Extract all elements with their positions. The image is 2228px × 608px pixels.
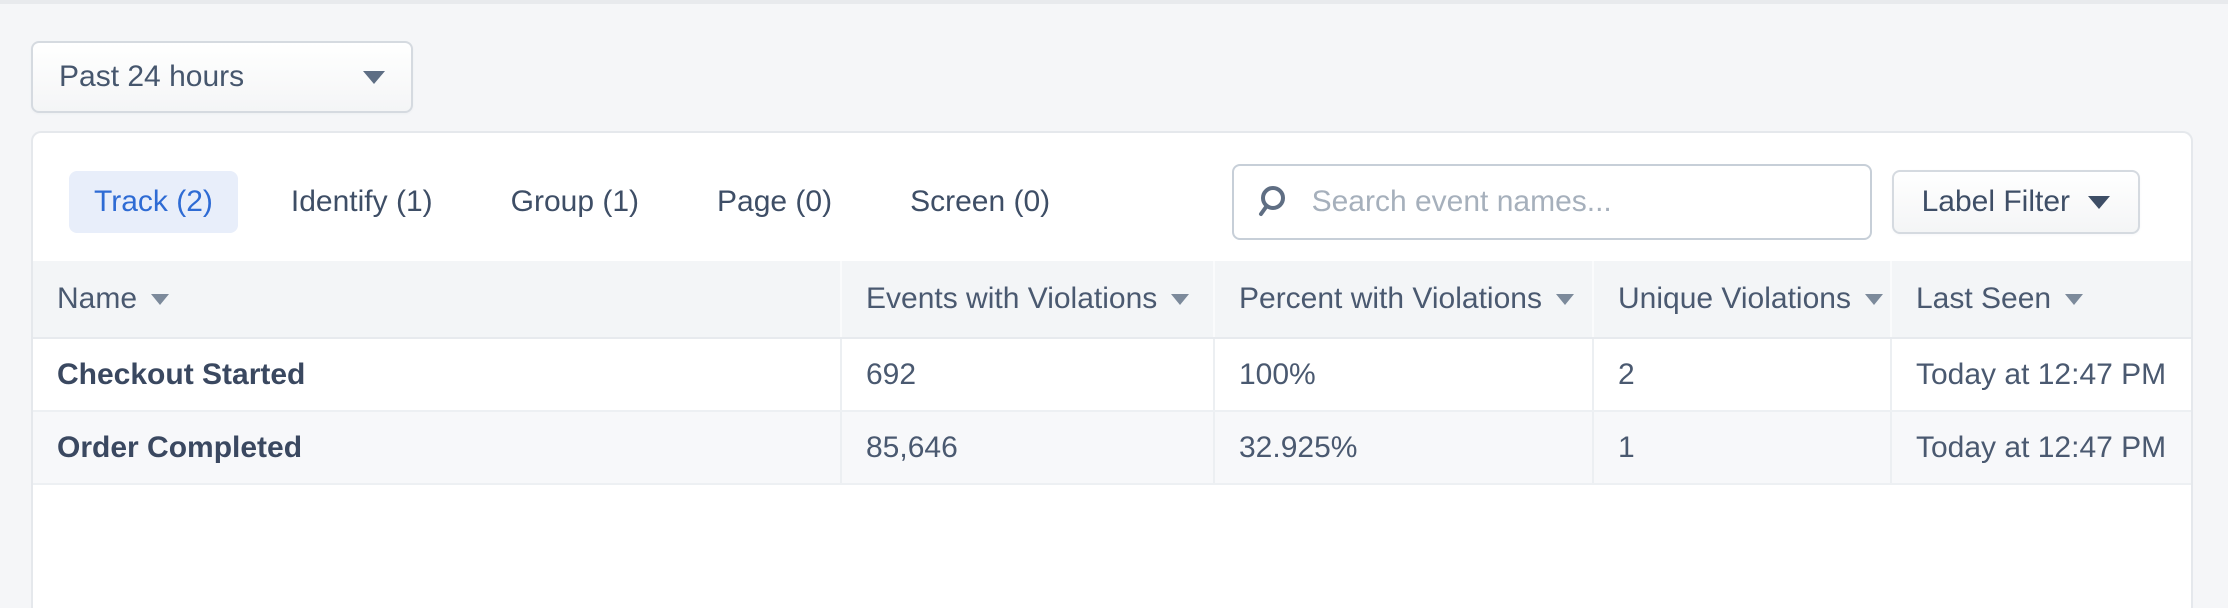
tab-track[interactable]: Track (2) [69,171,238,233]
column-header-last-seen[interactable]: Last Seen [1890,261,2191,337]
unique-violations-cell: 2 [1592,339,1890,410]
event-name-cell[interactable]: Checkout Started [57,357,306,391]
search-box[interactable] [1231,164,1872,240]
column-header-events-with-violations[interactable]: Events with Violations [840,261,1213,337]
violations-card: Track (2) Identify (1) Group (1) Page (0… [31,131,2193,608]
sort-caret-icon [1864,293,1883,305]
sort-caret-icon [2065,293,2084,305]
top-divider [0,0,2228,4]
table-header-row: Name Events with Violations Percent with… [33,261,2191,339]
violations-table: Name Events with Violations Percent with… [33,261,2191,485]
label-filter-label: Label Filter [1921,185,2070,218]
toolbar: Track (2) Identify (1) Group (1) Page (0… [33,133,2191,241]
sort-caret-icon [1555,293,1574,305]
column-header-name[interactable]: Name [33,261,840,337]
search-icon [1258,186,1285,216]
events-with-violations-cell: 692 [840,339,1213,410]
sort-caret-icon [1171,293,1190,305]
tab-page[interactable]: Page (0) [717,185,833,218]
unique-violations-cell: 1 [1592,412,1890,483]
tab-screen[interactable]: Screen (0) [910,185,1051,218]
column-header-unique-violations[interactable]: Unique Violations [1592,261,1890,337]
last-seen-cell: Today at 12:47 PM [1890,339,2191,410]
percent-with-violations-cell: 32.925% [1213,412,1592,483]
percent-with-violations-cell: 100% [1213,339,1592,410]
last-seen-cell: Today at 12:47 PM [1890,412,2191,483]
event-name-cell[interactable]: Order Completed [57,430,303,464]
label-filter-button[interactable]: Label Filter [1891,170,2140,234]
table-row[interactable]: Order Completed 85,646 32.925% 1 Today a… [33,412,2191,485]
tab-identify[interactable]: Identify (1) [290,185,433,218]
caret-down-icon [363,70,385,84]
table-row[interactable]: Checkout Started 692 100% 2 Today at 12:… [33,339,2191,412]
event-type-tabs: Track (2) Identify (1) Group (1) Page (0… [69,171,1075,233]
sort-caret-icon [151,293,170,305]
column-header-percent-with-violations[interactable]: Percent with Violations [1213,261,1592,337]
search-input[interactable] [1309,184,1848,220]
time-range-dropdown[interactable]: Past 24 hours [31,41,413,113]
time-range-label: Past 24 hours [59,60,245,93]
caret-down-icon [2088,195,2110,209]
tab-group[interactable]: Group (1) [510,185,640,218]
events-with-violations-cell: 85,646 [840,412,1213,483]
